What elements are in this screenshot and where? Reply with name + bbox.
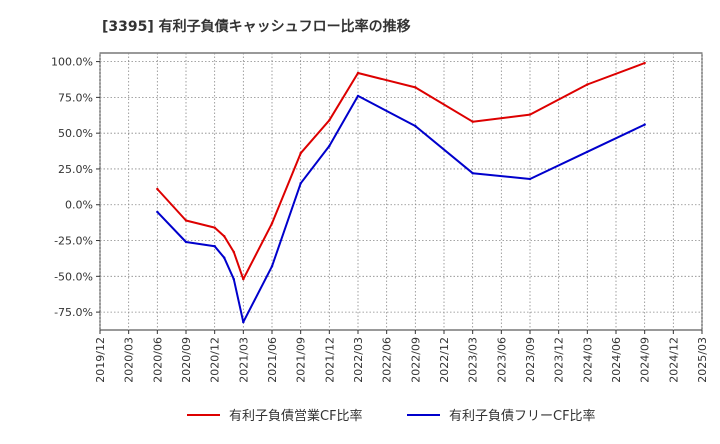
- legend-label-1: 有利子負債営業CF比率: [229, 408, 363, 424]
- x-tick-label: 2023/12: [553, 337, 566, 383]
- series-1-point: [643, 61, 646, 65]
- x-tick-label: 2024/06: [610, 337, 623, 383]
- series-2-point: [586, 150, 589, 153]
- series-1-point: [232, 250, 235, 254]
- x-tick-label: 2020/03: [123, 337, 136, 383]
- x-tick-label: 2024/12: [667, 337, 680, 383]
- series-2-point: [184, 240, 188, 244]
- chart-title: [3395] 有利子負債キャッシュフロー比率の推移: [102, 18, 411, 35]
- series-1-point: [242, 277, 245, 281]
- x-tick-label: 2020/06: [151, 337, 164, 383]
- series-1-point: [223, 235, 226, 238]
- y-tick-label: -75.0%: [54, 306, 93, 319]
- x-tick-label: 2022/12: [438, 337, 451, 383]
- plot-area: [99, 52, 703, 331]
- x-tick-label: 2019/12: [94, 337, 107, 383]
- x-tick-label: 2023/09: [524, 337, 537, 383]
- x-tick-label: 2020/09: [180, 337, 193, 383]
- series-1-point: [586, 83, 589, 86]
- series-1-point: [356, 71, 360, 75]
- series-1-point: [528, 113, 532, 116]
- series-2-point: [156, 210, 159, 214]
- x-axis: 2019/12 2020/03 2020/06 2020/09 2020/12 2021/…: [94, 330, 709, 383]
- series-2-point: [242, 320, 245, 324]
- legend: 有利子負債営業CF比率 有利子負債フリーCF比率: [187, 408, 596, 424]
- plot-frame: [99, 52, 703, 331]
- x-tick-label: 2024/09: [639, 337, 652, 383]
- x-tick-label: 2023/06: [495, 337, 508, 383]
- y-tick-label: -50.0%: [54, 270, 93, 283]
- series-2-point: [299, 182, 302, 185]
- y-tick-label: 0.0%: [65, 199, 93, 212]
- x-tick-label: 2022/06: [381, 337, 394, 383]
- series-1-point: [270, 222, 274, 225]
- series-2-point: [356, 94, 360, 98]
- series-1-point: [156, 187, 159, 191]
- series-1-point: [299, 152, 302, 155]
- y-tick-label: 50.0%: [58, 127, 93, 140]
- series-2-point: [213, 245, 216, 248]
- x-tick-label: 2023/03: [467, 337, 480, 383]
- series-2-point: [414, 124, 417, 128]
- series-1-point: [184, 219, 188, 222]
- y-tick-label: 25.0%: [58, 163, 93, 176]
- x-tick-label: 2021/06: [266, 337, 279, 383]
- y-axis: 100.0% 75.0% 50.0% 25.0% 0.0% -25.0% -50.0% -75…: [51, 56, 100, 319]
- x-tick-label: 2024/03: [581, 337, 594, 383]
- x-tick-label: 2020/12: [209, 337, 222, 383]
- series-1-point: [471, 120, 474, 123]
- x-tick-label: 2022/03: [352, 337, 365, 383]
- y-tick-label: 100.0%: [51, 56, 93, 69]
- x-tick-label: 2021/12: [323, 337, 336, 383]
- y-tick-label: -25.0%: [54, 235, 93, 248]
- series-lines: [156, 61, 646, 324]
- series-2-point: [223, 256, 226, 259]
- y-tick-label: 75.0%: [58, 91, 93, 104]
- series-2-point: [528, 177, 532, 181]
- x-tick-label: 2022/09: [409, 337, 422, 383]
- x-tick-label: 2025/03: [696, 337, 709, 383]
- series-2-point: [643, 123, 646, 126]
- series-1-point: [213, 226, 216, 229]
- series-2-point: [471, 172, 474, 175]
- series-2-point: [328, 144, 331, 148]
- x-tick-label: 2021/09: [295, 337, 308, 383]
- series-2-point: [270, 265, 274, 268]
- legend-label-2: 有利子負債フリーCF比率: [449, 408, 596, 424]
- series-1-point: [328, 119, 331, 122]
- series-2-point: [232, 277, 235, 281]
- series-1-point: [414, 86, 417, 89]
- x-tick-label: 2021/03: [237, 337, 250, 383]
